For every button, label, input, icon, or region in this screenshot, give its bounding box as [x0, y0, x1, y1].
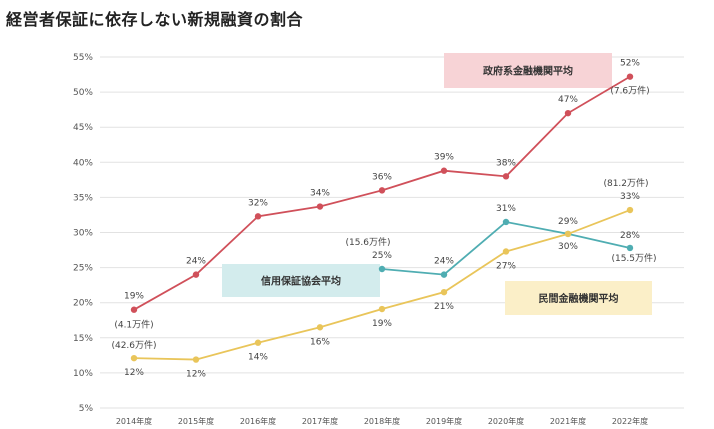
- x-tick-label: 2020年度: [488, 416, 524, 426]
- y-tick-label: 45%: [73, 123, 93, 133]
- series-label-box: [505, 281, 652, 315]
- data-point: [316, 324, 324, 331]
- data-label: 32%: [248, 198, 268, 208]
- y-tick-label: 10%: [73, 369, 93, 379]
- data-point: [192, 271, 200, 278]
- data-point: [378, 187, 386, 194]
- data-label: 27%: [496, 261, 516, 271]
- y-axis: 5% 10% 15% 20% 25% 30% 35% 40% 45% 50% 55%: [73, 53, 93, 414]
- series-label-box: [444, 53, 612, 88]
- data-label: 39%: [434, 153, 454, 163]
- data-point: [316, 203, 324, 210]
- grid-lines: [100, 56, 684, 409]
- y-tick-label: 25%: [73, 264, 93, 274]
- data-label: 19%: [124, 292, 144, 302]
- data-point: [502, 248, 510, 255]
- series-name-label: 政府系金融機関平均: [483, 65, 573, 78]
- x-tick-label: 2016年度: [240, 416, 276, 426]
- data-point: [440, 167, 448, 174]
- y-tick-label: 15%: [73, 334, 93, 344]
- data-point: [626, 244, 634, 252]
- x-tick-label: 2022年度: [612, 416, 648, 426]
- data-point: [564, 109, 572, 117]
- chart-title: 経営者保証に依存しない新規融資の割合: [6, 10, 304, 29]
- data-point: [502, 218, 510, 226]
- data-label: 47%: [558, 95, 578, 105]
- data-point: [378, 265, 386, 273]
- y-tick-label: 5%: [79, 404, 94, 414]
- data-point: [254, 339, 262, 346]
- data-point: [378, 305, 386, 313]
- data-point: [192, 356, 200, 363]
- count-note: (81.2万件): [603, 177, 648, 189]
- data-label: 38%: [496, 158, 516, 168]
- y-tick-label: 50%: [73, 88, 93, 98]
- data-point: [440, 288, 448, 296]
- series-label-box: [222, 264, 380, 297]
- count-note: (4.1万件): [114, 319, 153, 331]
- data-label: 12%: [186, 370, 206, 380]
- x-tick-label: 2015年度: [178, 416, 214, 426]
- x-tick-label: 2021年度: [550, 416, 586, 426]
- y-tick-label: 55%: [73, 53, 93, 63]
- count-note: (15.5万件): [611, 252, 656, 264]
- data-label: 19%: [372, 319, 392, 329]
- count-note: (42.6万件): [111, 339, 156, 351]
- x-tick-label: 2017年度: [302, 416, 338, 426]
- data-labels: 19% 24% 32% 34% 36% 39% 38% 47% 52% (4.1万件) (7.6万件…: [111, 59, 656, 380]
- data-label: 24%: [186, 257, 206, 267]
- data-label: 24%: [434, 257, 454, 267]
- data-point: [626, 73, 634, 80]
- data-point: [564, 230, 572, 238]
- data-point: [440, 271, 448, 278]
- series-name-label: 民間金融機関平均: [539, 292, 619, 305]
- series-lines: [130, 73, 634, 363]
- count-note: (7.6万件): [610, 85, 649, 97]
- data-label: 30%: [558, 242, 578, 252]
- y-tick-label: 35%: [73, 193, 93, 203]
- x-tick-label: 2014年度: [116, 416, 152, 426]
- data-point: [626, 206, 634, 214]
- data-label: 21%: [434, 302, 454, 312]
- data-label: 31%: [496, 204, 516, 214]
- data-label: 28%: [620, 231, 640, 241]
- data-label: 36%: [372, 172, 392, 182]
- data-label: 12%: [124, 368, 144, 378]
- y-tick-label: 40%: [73, 158, 93, 168]
- data-point: [130, 306, 138, 313]
- y-tick-label: 30%: [73, 229, 93, 239]
- data-point: [254, 213, 262, 220]
- data-label: 33%: [620, 192, 640, 202]
- data-label: 14%: [248, 353, 268, 363]
- data-label: 34%: [310, 189, 330, 199]
- data-point: [502, 173, 510, 180]
- data-label: 52%: [620, 59, 640, 69]
- y-tick-label: 20%: [73, 299, 93, 309]
- series-name-label: 信用保証協会平均: [261, 275, 341, 288]
- data-label: 29%: [558, 217, 578, 227]
- count-note: (15.6万件): [345, 236, 390, 248]
- data-point: [130, 354, 138, 362]
- data-label: 25%: [372, 251, 392, 261]
- x-tick-label: 2018年度: [364, 416, 400, 426]
- x-axis: 2014年度 2015年度 2016年度 2017年度 2018年度 2019年度 2020…: [116, 416, 648, 426]
- data-label: 16%: [310, 337, 330, 347]
- x-tick-label: 2019年度: [426, 416, 462, 426]
